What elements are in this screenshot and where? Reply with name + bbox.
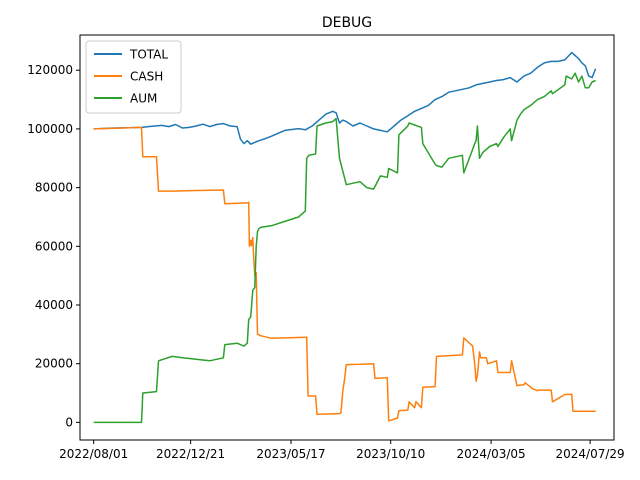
y-tick-label: 60000 xyxy=(35,239,73,253)
legend-label-aum: AUM xyxy=(130,92,157,106)
x-tick-label: 2024/07/29 xyxy=(556,447,625,461)
series-line-total xyxy=(93,51,597,145)
y-tick-label: 40000 xyxy=(35,298,73,312)
legend-label-total: TOTAL xyxy=(129,48,168,62)
y-tick-label: 20000 xyxy=(35,357,73,371)
y-tick-label: 80000 xyxy=(35,181,73,195)
series-line-cash xyxy=(93,126,596,422)
y-tick-label: 100000 xyxy=(27,122,73,136)
y-axis: 0 20000 40000 60000 80000 100000 120000 xyxy=(27,63,80,429)
x-axis: 2022/08/01 2022/12/21 2023/05/17 2023/10/10… xyxy=(59,440,625,461)
y-tick-label: 120000 xyxy=(27,63,73,77)
x-tick-label: 2023/05/17 xyxy=(256,447,325,461)
x-tick-label: 2022/08/01 xyxy=(59,447,128,461)
legend[interactable]: TOTAL CASH AUM xyxy=(85,40,182,114)
legend-box xyxy=(85,40,182,114)
x-tick-label: 2023/10/10 xyxy=(356,447,425,461)
y-tick-label: 0 xyxy=(65,415,73,429)
legend-label-cash: CASH xyxy=(130,70,163,84)
chart-title: DEBUG xyxy=(322,15,372,31)
series-layer xyxy=(93,51,597,424)
x-tick-label: 2022/12/21 xyxy=(156,447,225,461)
plot-frame xyxy=(79,34,615,441)
series-line-aum xyxy=(93,72,596,424)
x-tick-label: 2024/03/05 xyxy=(456,447,525,461)
